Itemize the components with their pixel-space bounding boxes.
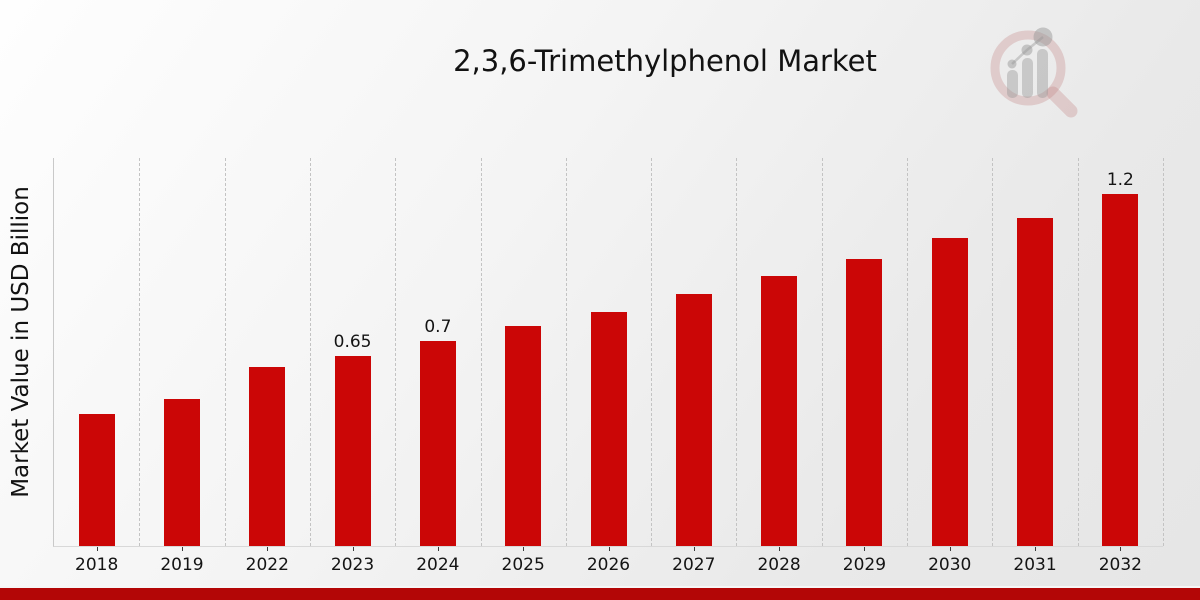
gridline [821, 158, 823, 546]
gridline [309, 158, 311, 546]
gridline [1163, 158, 1164, 546]
bar-2032 [1102, 194, 1139, 546]
magnifier-bar-chart-logo-icon [990, 27, 1078, 118]
x-axis-tick [608, 547, 610, 551]
bar-2031 [1017, 217, 1054, 546]
bar-value-label-2023: 0.65 [333, 331, 372, 352]
gridline [224, 158, 226, 546]
gridline [1077, 158, 1079, 546]
x-axis-tick [949, 547, 951, 551]
x-tick-label-2031: 2031 [1013, 555, 1057, 575]
plot-area: 2018 2019 2022 0.65 2023 0.7 2024 2025 2026 2027 2… [53, 158, 1164, 575]
x-axis-tick [523, 547, 525, 551]
bar-2019 [163, 399, 200, 546]
gridline [565, 158, 567, 546]
footer-accent-band [0, 586, 1200, 600]
gridline [480, 158, 482, 546]
x-tick-label-2023: 2023 [330, 555, 375, 575]
x-axis-tick [437, 547, 439, 551]
x-axis-tick [181, 547, 183, 551]
x-axis-tick [1035, 547, 1037, 551]
y-axis-title: Market Value in USD Billion [8, 186, 34, 498]
bar-2028 [761, 276, 798, 546]
x-tick-label-2032: 2032 [1098, 555, 1142, 575]
x-tick-label-2019: 2019 [160, 555, 204, 575]
gridline [139, 158, 141, 546]
x-tick-label-2027: 2027 [672, 555, 716, 575]
bar-2030 [931, 238, 968, 546]
x-axis-tick [96, 547, 98, 551]
gridline [395, 158, 397, 546]
gridline [736, 158, 738, 546]
gridline [907, 158, 909, 546]
bar-value-label-2032: 1.2 [1106, 170, 1134, 191]
bar-2029 [846, 258, 883, 546]
x-tick-label-2025: 2025 [501, 555, 545, 575]
bar-2018 [78, 414, 115, 546]
gridline [992, 158, 994, 546]
bar-value-label-2024: 0.7 [424, 316, 452, 337]
x-tick-label-2018: 2018 [75, 555, 119, 575]
bar-2027 [675, 293, 712, 546]
x-tick-label-2029: 2029 [842, 555, 887, 575]
x-tick-label-2028: 2028 [757, 555, 801, 575]
x-axis-tick [352, 547, 354, 551]
bar-2026 [590, 311, 627, 546]
x-tick-label-2022: 2022 [245, 555, 289, 575]
x-tick-label-2026: 2026 [586, 555, 631, 575]
gridline [651, 158, 653, 546]
x-axis-tick [779, 547, 781, 551]
x-tick-label-2024: 2024 [416, 555, 460, 575]
bar-2023 [334, 355, 371, 546]
chart-title: 2,3,6-Trimethylphenol Market [453, 44, 877, 78]
x-tick-label-2030: 2030 [928, 555, 972, 575]
x-axis-tick [693, 547, 695, 551]
x-axis-tick [1120, 547, 1122, 551]
bar-2025 [505, 326, 542, 546]
bar-2022 [249, 367, 286, 546]
x-axis-tick [864, 547, 866, 551]
x-axis-tick [267, 547, 269, 551]
bar-2024 [419, 340, 456, 546]
